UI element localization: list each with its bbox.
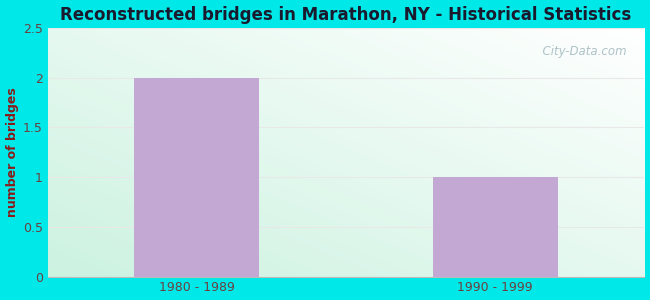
Y-axis label: number of bridges: number of bridges — [6, 87, 19, 217]
Bar — [134, 78, 259, 277]
Text: City-Data.com: City-Data.com — [535, 45, 627, 58]
Title: Reconstructed bridges in Marathon, NY - Historical Statistics: Reconstructed bridges in Marathon, NY - … — [60, 6, 632, 24]
Bar — [432, 177, 558, 277]
